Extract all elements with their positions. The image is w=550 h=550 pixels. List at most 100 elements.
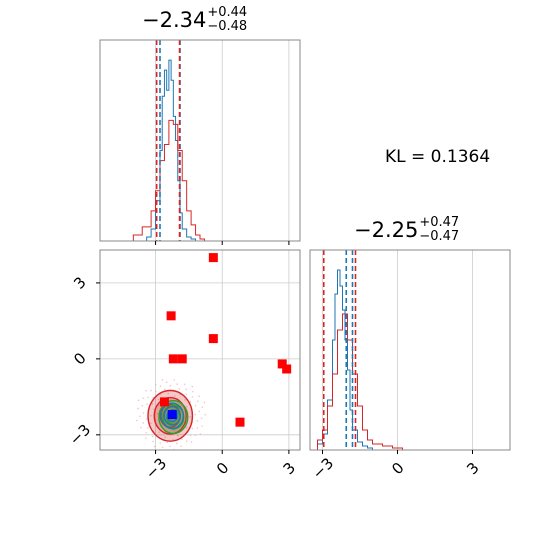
sample-point — [159, 442, 162, 444]
sample-point — [137, 407, 139, 410]
sample-point — [178, 387, 181, 390]
sample-point — [169, 445, 171, 448]
param1-title-sup: +0.47 — [419, 214, 460, 230]
axes-frame — [99, 249, 301, 451]
sample-point — [190, 441, 193, 443]
contour-2-level-1 — [163, 406, 181, 426]
contour-2-level-0 — [160, 402, 185, 430]
sample-point — [194, 413, 197, 416]
param0-title-sup: +0.44 — [207, 4, 248, 20]
histogram-series-1 — [124, 119, 205, 242]
sample-point — [138, 415, 141, 418]
sample-point — [186, 405, 188, 408]
sample-point — [186, 427, 188, 429]
sample-point — [149, 422, 152, 425]
red-square-marker — [168, 354, 178, 364]
sample-point — [141, 405, 144, 407]
sample-point — [150, 414, 152, 417]
sample-point — [176, 434, 179, 437]
sample-point — [198, 410, 201, 413]
sample-point — [199, 433, 202, 435]
sample-point — [189, 401, 192, 403]
sample-point — [198, 395, 201, 397]
y-tick-label: 0 — [70, 349, 89, 368]
sample-point — [146, 403, 148, 405]
sample-point — [180, 405, 183, 407]
x-tick-label: 0 — [213, 459, 232, 478]
sample-point — [194, 434, 197, 436]
param0-title-sub: −0.48 — [207, 18, 248, 34]
sample-point — [201, 425, 203, 427]
sample-point — [150, 389, 152, 392]
red-square-marker — [208, 253, 218, 263]
sample-point — [147, 396, 149, 399]
plot-area — [100, 40, 300, 241]
sample-point — [142, 397, 144, 400]
sample-point — [196, 427, 199, 429]
sample-point — [145, 437, 147, 439]
red-square-marker — [166, 311, 176, 321]
sample-point — [153, 445, 156, 448]
sample-point — [152, 440, 154, 443]
y-tick-label: 3 — [70, 273, 89, 292]
axes-frame — [309, 249, 511, 451]
sample-point — [192, 390, 194, 393]
sample-point — [161, 378, 164, 381]
sample-point — [200, 417, 203, 420]
sample-point — [155, 390, 157, 393]
x-tick-label: 0 — [388, 459, 407, 478]
sample-point — [170, 418, 173, 421]
sample-point — [151, 435, 154, 438]
joint-panel: −3 0 3 −3 0 3 — [66, 249, 301, 483]
sample-point — [189, 416, 191, 418]
sample-point — [157, 398, 160, 401]
sample-point — [184, 399, 186, 401]
sample-point — [158, 431, 161, 434]
sample-point — [189, 434, 192, 436]
sample-point — [142, 412, 145, 414]
sample-point — [136, 419, 138, 422]
sample-point — [161, 446, 164, 449]
x-tick-label: 3 — [463, 459, 482, 478]
x-tick-label: 3 — [280, 459, 299, 478]
plot-area — [310, 250, 510, 450]
sample-point — [196, 420, 199, 422]
param1-title-value: −2.25 — [354, 218, 419, 242]
x-tick-label: −3 — [309, 454, 337, 482]
sample-point — [203, 401, 206, 404]
sample-point — [176, 383, 179, 385]
sample-point — [180, 445, 182, 447]
sample-point — [197, 400, 199, 402]
blue-square-marker — [167, 410, 177, 420]
red-square-marker — [235, 417, 245, 427]
sample-point — [175, 442, 178, 445]
param1-marginal-panel: −3 0 3 — [309, 249, 511, 483]
param0-title-value: −2.34 — [142, 8, 207, 32]
sample-point — [173, 429, 176, 432]
sample-point — [174, 395, 176, 397]
sample-point — [145, 389, 147, 392]
sample-point — [191, 427, 194, 430]
sample-point — [140, 426, 142, 429]
sample-point — [185, 388, 187, 390]
x-tick-label: −3 — [142, 454, 170, 482]
sample-point — [172, 438, 174, 441]
sample-point — [201, 406, 204, 409]
sample-point — [145, 432, 148, 434]
sample-point — [204, 413, 207, 416]
sample-point — [167, 392, 169, 395]
sample-point — [155, 383, 157, 386]
red-square-marker — [282, 364, 292, 374]
sample-point — [147, 427, 149, 429]
sample-point — [191, 385, 194, 388]
param1-title: −2.25 +0.47 −0.47 — [354, 214, 460, 247]
sample-point — [191, 395, 194, 398]
sample-point — [145, 418, 148, 420]
sample-point — [151, 402, 154, 405]
sample-point — [194, 404, 197, 407]
sample-point — [181, 438, 183, 440]
red-square-marker — [277, 359, 287, 369]
sample-point — [163, 388, 166, 391]
param0-marginal-panel — [99, 39, 301, 245]
